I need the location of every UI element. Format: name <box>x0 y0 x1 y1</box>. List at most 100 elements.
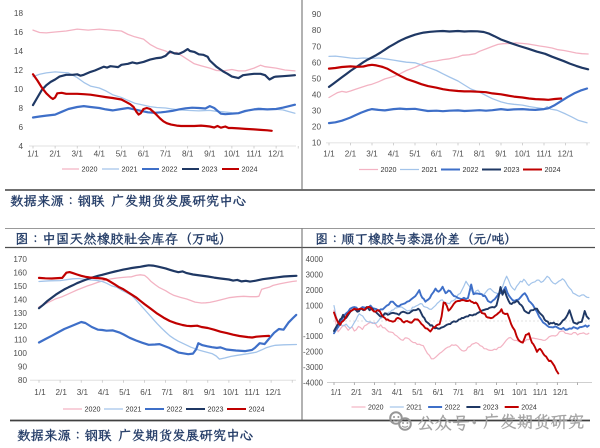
svg-text:90: 90 <box>312 10 322 19</box>
svg-text:6: 6 <box>18 123 23 132</box>
svg-text:18: 18 <box>14 9 24 18</box>
svg-text:2023: 2023 <box>504 165 520 174</box>
svg-text:11/1: 11/1 <box>533 388 548 397</box>
svg-text:2021: 2021 <box>126 405 142 414</box>
svg-text:12/1: 12/1 <box>553 388 568 397</box>
svg-text:60: 60 <box>312 58 322 67</box>
svg-text:110: 110 <box>14 336 27 345</box>
svg-text:80: 80 <box>312 26 322 35</box>
svg-text:5/1: 5/1 <box>409 150 421 159</box>
svg-text:4/1: 4/1 <box>98 388 110 397</box>
svg-text:2022: 2022 <box>463 165 479 174</box>
svg-text:1/1: 1/1 <box>34 388 46 397</box>
svg-text:8/1: 8/1 <box>183 388 195 397</box>
svg-text:2/1: 2/1 <box>56 388 68 397</box>
svg-text:3/1: 3/1 <box>366 150 378 159</box>
svg-text:9/1: 9/1 <box>494 388 505 397</box>
svg-text:10/1: 10/1 <box>223 388 239 397</box>
svg-text:90: 90 <box>18 363 28 372</box>
svg-text:2022: 2022 <box>167 405 183 414</box>
svg-text:12/1: 12/1 <box>265 388 281 397</box>
svg-text:10: 10 <box>312 139 322 148</box>
svg-text:9/1: 9/1 <box>495 150 507 159</box>
svg-text:6/1: 6/1 <box>431 150 443 159</box>
svg-text:50: 50 <box>312 75 322 84</box>
svg-text:2022: 2022 <box>162 165 178 174</box>
svg-text:1/1: 1/1 <box>331 388 342 397</box>
svg-text:-4000: -4000 <box>303 378 324 387</box>
svg-text:170: 170 <box>13 255 27 264</box>
svg-text:9/1: 9/1 <box>204 150 216 159</box>
svg-text:16: 16 <box>14 28 24 37</box>
svg-text:130: 130 <box>13 309 27 318</box>
svg-text:10/1: 10/1 <box>224 150 240 159</box>
svg-text:30: 30 <box>312 107 322 116</box>
svg-text:4: 4 <box>18 142 23 151</box>
svg-text:2023: 2023 <box>483 404 499 411</box>
svg-text:2/1: 2/1 <box>351 388 362 397</box>
svg-text:4000: 4000 <box>306 255 324 264</box>
svg-text:2020: 2020 <box>368 404 384 411</box>
svg-text:3/1: 3/1 <box>72 150 84 159</box>
svg-text:100: 100 <box>13 349 27 358</box>
svg-text:2023: 2023 <box>202 165 218 174</box>
svg-text:11/1: 11/1 <box>246 150 262 159</box>
svg-text:-1000: -1000 <box>303 332 324 341</box>
svg-text:-2000: -2000 <box>303 348 324 357</box>
svg-text:2020: 2020 <box>82 165 98 174</box>
svg-text:8: 8 <box>18 104 23 113</box>
svg-text:14: 14 <box>14 47 24 56</box>
svg-text:5/1: 5/1 <box>412 388 423 397</box>
svg-text:2024: 2024 <box>545 165 561 174</box>
svg-text:7/1: 7/1 <box>160 150 172 159</box>
svg-text:11/1: 11/1 <box>536 150 552 159</box>
svg-text:1/1: 1/1 <box>323 150 335 159</box>
svg-text:3/1: 3/1 <box>371 388 382 397</box>
svg-text:12/1: 12/1 <box>268 150 284 159</box>
svg-text:2021: 2021 <box>122 165 138 174</box>
svg-text:9/1: 9/1 <box>204 388 216 397</box>
svg-text:2024: 2024 <box>521 404 537 411</box>
svg-text:8/1: 8/1 <box>473 388 484 397</box>
svg-text:2024: 2024 <box>249 405 265 414</box>
svg-text:10/1: 10/1 <box>515 150 531 159</box>
svg-text:1/1: 1/1 <box>27 150 39 159</box>
svg-text:7/1: 7/1 <box>162 388 174 397</box>
svg-text:40: 40 <box>312 91 322 100</box>
svg-text:3/1: 3/1 <box>77 388 89 397</box>
svg-text:4/1: 4/1 <box>388 150 400 159</box>
svg-text:12: 12 <box>14 66 24 75</box>
svg-text:2/1: 2/1 <box>49 150 61 159</box>
svg-text:120: 120 <box>13 322 27 331</box>
svg-text:6/1: 6/1 <box>140 388 152 397</box>
svg-text:10: 10 <box>14 85 24 94</box>
svg-text:80: 80 <box>18 376 28 385</box>
svg-text:2021: 2021 <box>422 165 438 174</box>
svg-text:10/1: 10/1 <box>512 388 527 397</box>
svg-text:70: 70 <box>312 42 322 51</box>
svg-text:2024: 2024 <box>242 165 258 174</box>
svg-text:1000: 1000 <box>306 301 324 310</box>
svg-text:2020: 2020 <box>381 165 397 174</box>
svg-text:2020: 2020 <box>85 405 101 414</box>
svg-text:2/1: 2/1 <box>345 150 357 159</box>
svg-text:2023: 2023 <box>208 405 224 414</box>
svg-text:0: 0 <box>319 317 324 326</box>
svg-text:140: 140 <box>13 295 27 304</box>
svg-text:2021: 2021 <box>406 404 422 411</box>
svg-text:2022: 2022 <box>445 404 461 411</box>
svg-text:4/1: 4/1 <box>392 388 403 397</box>
svg-text:-3000: -3000 <box>303 363 324 372</box>
svg-text:6/1: 6/1 <box>433 388 444 397</box>
svg-text:20: 20 <box>312 123 322 132</box>
svg-text:7/1: 7/1 <box>452 150 464 159</box>
svg-text:2000: 2000 <box>306 286 324 295</box>
svg-text:6/1: 6/1 <box>138 150 150 159</box>
svg-text:4/1: 4/1 <box>94 150 106 159</box>
svg-text:5/1: 5/1 <box>116 150 128 159</box>
svg-text:12/1: 12/1 <box>558 150 574 159</box>
svg-text:160: 160 <box>13 268 27 277</box>
svg-text:7/1: 7/1 <box>453 388 464 397</box>
svg-text:3000: 3000 <box>306 270 324 279</box>
svg-text:8/1: 8/1 <box>474 150 486 159</box>
